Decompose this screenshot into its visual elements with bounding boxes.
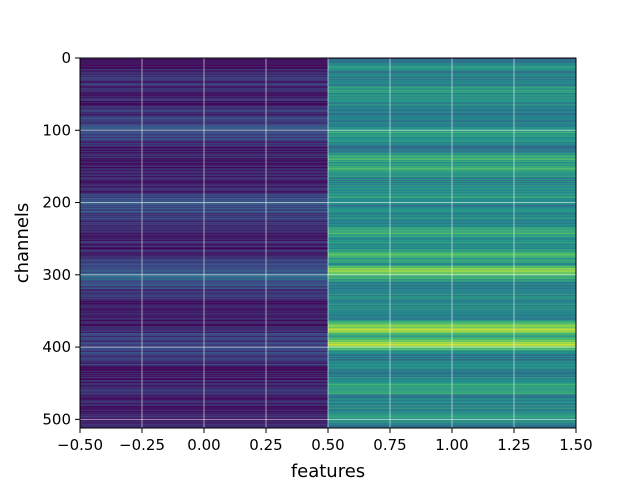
- x-axis: −0.50 −0.25 0.00 0.25 0.50 0.75 1.00 1.25 1.50: [57, 428, 593, 454]
- x-tick-label: −0.50: [57, 436, 103, 454]
- x-axis-title: features: [291, 461, 365, 480]
- y-tick-label: 0: [61, 49, 71, 67]
- x-tick-label: 1.25: [497, 436, 530, 454]
- x-tick-label: 0.50: [311, 436, 344, 454]
- y-axis-title: channels: [12, 203, 33, 284]
- y-tick-label: 100: [42, 121, 71, 139]
- x-tick-label: 0.00: [187, 436, 220, 454]
- x-tick-label: −0.25: [119, 436, 165, 454]
- x-tick-label: 1.00: [435, 436, 468, 454]
- x-tick-label: 0.75: [373, 436, 406, 454]
- y-axis: 0 100 200 300 400 500: [42, 49, 80, 428]
- y-tick-label: 400: [42, 338, 71, 356]
- y-tick-label: 500: [42, 410, 71, 428]
- y-tick-label: 200: [42, 194, 71, 212]
- x-tick-label: 0.25: [249, 436, 282, 454]
- y-tick-label: 300: [42, 266, 71, 284]
- x-tick-label: 1.50: [559, 436, 592, 454]
